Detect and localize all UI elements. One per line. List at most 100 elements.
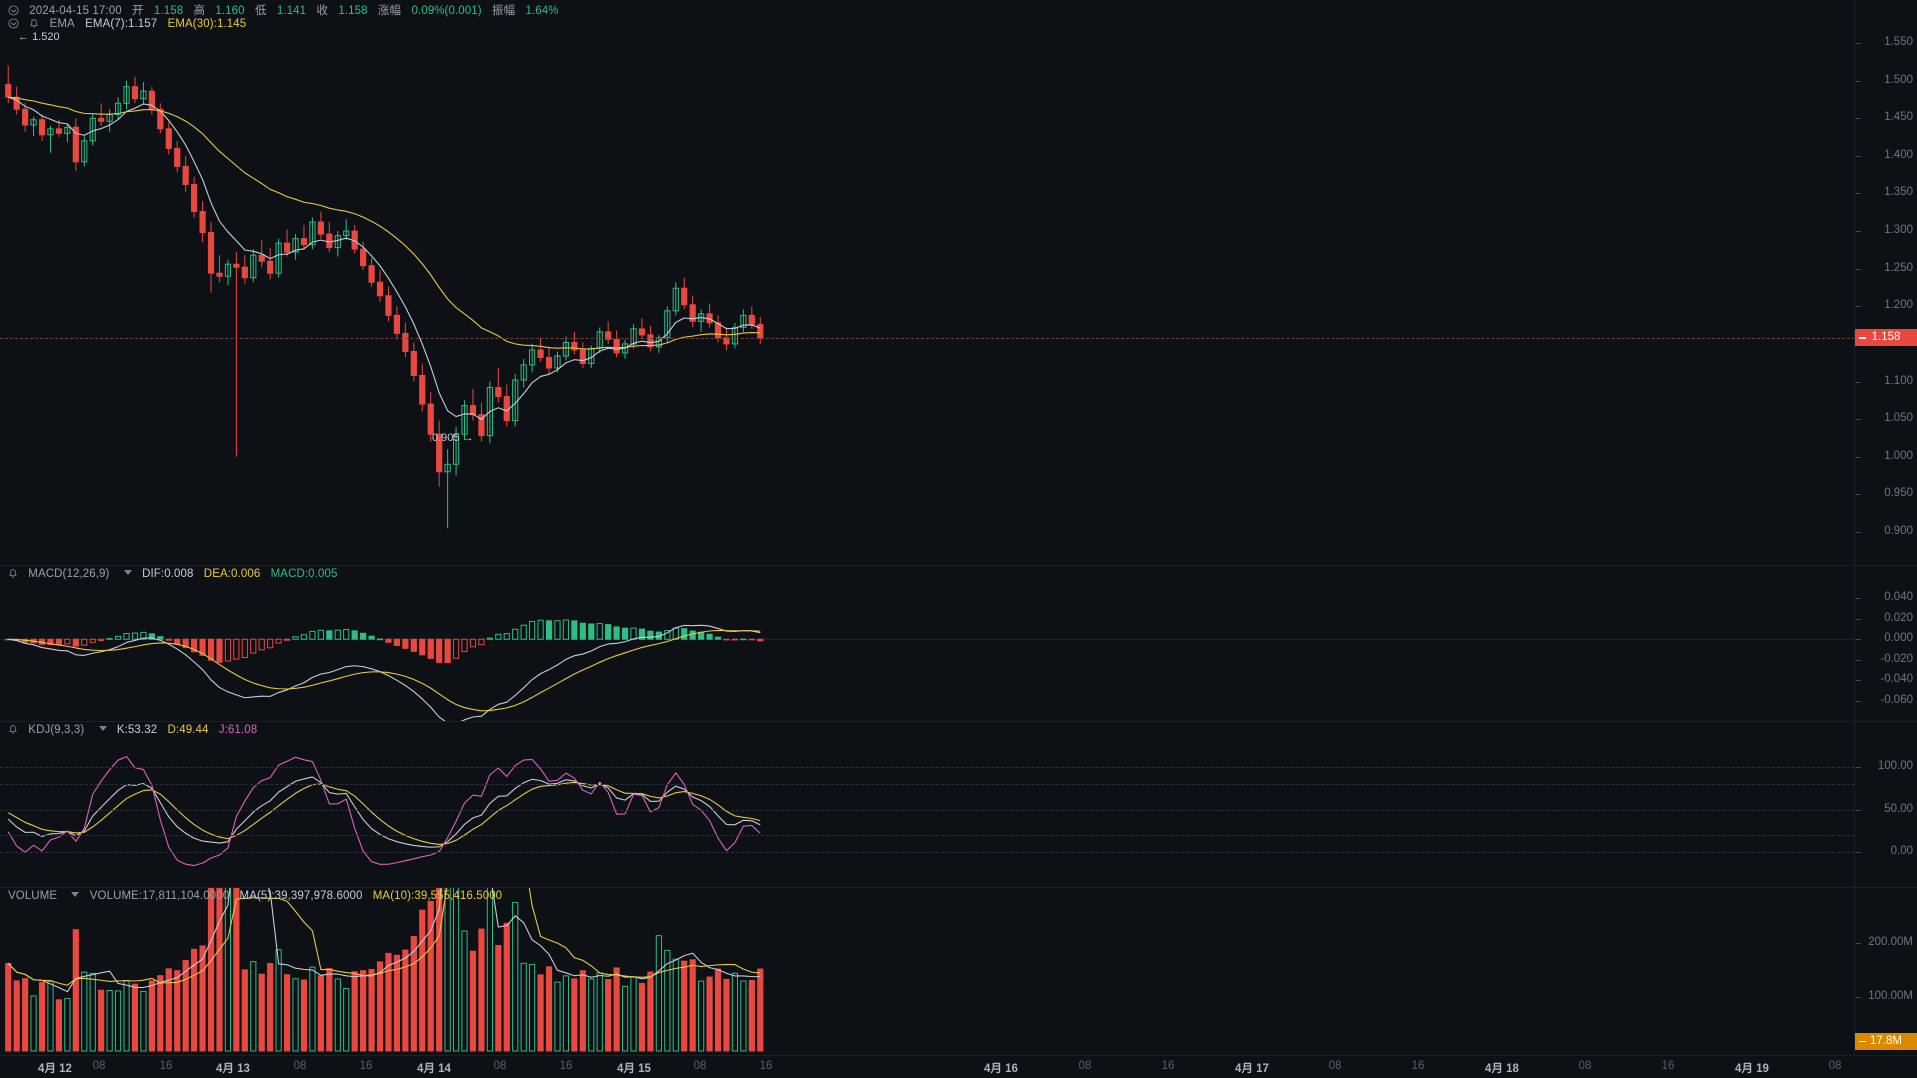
low-price-marker: 0.905 →	[432, 432, 474, 444]
axis-tick-label: 0.020	[1884, 611, 1913, 624]
ema7-value: EMA(7):1.157	[85, 18, 158, 30]
ohlc-change-value: 0.09%(0.001)	[411, 5, 482, 17]
axis-tickmark	[1856, 618, 1861, 620]
time-axis-tick-label: 16	[159, 1060, 173, 1072]
volume-legend: VOLUME VOLUME:17,811,104.0000 MA(5):39,3…	[8, 890, 509, 902]
panel-separator-kdj	[0, 721, 1917, 722]
volume-axis-tickmark	[1856, 942, 1861, 944]
eye-toggle-icon[interactable]	[8, 5, 19, 16]
current-volume-badge: 17.8M	[1855, 1032, 1917, 1050]
kdj-legend: KDJ(9,3,3) K:53.32 D:49.44 J:61.08	[8, 724, 264, 736]
price-axis-tickmark	[1856, 80, 1861, 82]
axis-tickmark	[1856, 639, 1861, 641]
high-price-marker: ← 1.520	[18, 31, 60, 43]
price-axis-tickmark	[1856, 193, 1861, 195]
ohlc-change-label: 涨幅	[377, 5, 402, 17]
chevron-down-icon-macd[interactable]	[123, 570, 132, 575]
price-axis-tickmark	[1856, 419, 1861, 421]
price-axis-tick-label: 1.400	[1884, 148, 1913, 161]
price-axis-tick-label: 0.900	[1884, 524, 1913, 537]
time-axis-tick-label: 08	[1828, 1060, 1842, 1072]
ohlc-high-value: 1.160	[215, 5, 245, 17]
axis-tick-label: 0.00	[1890, 844, 1913, 857]
price-axis-tick-label: 1.200	[1884, 299, 1913, 312]
axis-tickmark	[1856, 767, 1861, 769]
chevron-down-icon-kdj[interactable]	[98, 726, 107, 731]
bell-icon-kdj[interactable]	[8, 724, 18, 735]
axis-tickmark	[1856, 809, 1861, 811]
macd-dea-value: DEA:0.006	[203, 568, 261, 580]
macd-indicator-name[interactable]: MACD(12,26,9)	[28, 568, 110, 580]
volume-plot-area[interactable]	[0, 888, 1855, 1055]
kdj-reference-line	[0, 767, 1855, 769]
price-plot-area[interactable]	[0, 0, 1855, 565]
volume-axis-tick-label: 200.00M	[1868, 935, 1913, 948]
price-axis[interactable]: 1.550 1.500 1.450 1.400 1.350 1.300 1.250 1.200…	[1854, 0, 1917, 565]
ohlc-datetime: 2024-04-15 17:00	[29, 5, 122, 17]
ohlc-low-value: 1.141	[276, 5, 307, 17]
volume-ma10-value: MA(10):39,555,416.5000	[372, 890, 503, 902]
eye-toggle-icon-ema[interactable]	[8, 18, 19, 29]
macd-panel: MACD(12,26,9) DIF:0.008 DEA:0.006 MACD:0…	[0, 566, 1917, 721]
kdj-axis[interactable]: 100.00 50.00 0.00	[1854, 722, 1917, 887]
bell-icon-ema[interactable]	[29, 18, 39, 29]
ohlc-low-label: 低	[254, 5, 267, 17]
panel-separator-macd	[0, 565, 1917, 566]
price-axis-tickmark	[1856, 494, 1861, 496]
time-axis-tick-label: 4月 15	[617, 1063, 651, 1075]
kdj-reference-line	[0, 834, 1855, 836]
macd-plot-area[interactable]	[0, 566, 1855, 721]
kdj-indicator-name[interactable]: KDJ(9,3,3)	[28, 724, 85, 736]
time-axis[interactable]: 4月 12 08 16 4月 13 08 16 4月 14 08 16 4月 15 08 16 4月 1…	[0, 1055, 1917, 1078]
kdj-j-value: J:61.08	[218, 724, 258, 736]
time-axis-tick-label: 4月 19	[1735, 1063, 1769, 1075]
ohlc-open-value: 1.158	[153, 5, 184, 17]
price-axis-tick-label: 1.350	[1884, 186, 1913, 199]
axis-tickmark	[1856, 851, 1861, 853]
ema-legend: EMA EMA(7):1.157 EMA(30):1.145	[8, 18, 253, 30]
ohlc-close-value: 1.158	[338, 5, 368, 17]
time-axis-tick-label: 4月 17	[1235, 1063, 1269, 1075]
price-axis-tickmark	[1856, 456, 1861, 458]
price-axis-tickmark	[1856, 118, 1861, 120]
time-axis-tick-label: 4月 18	[1485, 1063, 1519, 1075]
macd-dif-value: DIF:0.008	[142, 568, 194, 580]
kdj-panel: KDJ(9,3,3) K:53.32 D:49.44 J:61.08 100.0…	[0, 722, 1917, 887]
price-axis-tickmark	[1856, 268, 1861, 270]
time-axis-tick-label: 08	[493, 1060, 507, 1072]
kdj-reference-line	[0, 809, 1855, 811]
axis-tick-label: 100.00	[1877, 760, 1913, 773]
ohlc-open-label: 开	[132, 5, 144, 17]
macd-macd-value: MACD:0.005	[270, 568, 338, 580]
price-axis-tickmark	[1856, 231, 1861, 233]
time-axis-tick-label: 4月 12	[38, 1063, 72, 1075]
volume-axis[interactable]: 200.00M 100.00M	[1854, 888, 1917, 1055]
time-axis-tick-label: 16	[1661, 1060, 1675, 1072]
axis-tick-label: 0.000	[1884, 632, 1913, 645]
bell-icon-macd[interactable]	[8, 568, 18, 579]
volume-indicator-name[interactable]: VOLUME	[8, 890, 58, 902]
axis-tick-label: 0.040	[1884, 591, 1913, 604]
chevron-down-icon-volume[interactable]	[71, 892, 80, 897]
price-axis-tickmark	[1856, 155, 1861, 157]
price-axis-tick-label: 1.050	[1884, 412, 1913, 425]
kdj-plot-area[interactable]	[0, 722, 1855, 887]
time-axis-tick-label: 16	[1411, 1060, 1425, 1072]
kdj-k-value: K:53.32	[116, 724, 158, 736]
axis-tick-label: -0.040	[1880, 673, 1913, 686]
price-axis-tick-label: 1.550	[1884, 36, 1913, 49]
volume-value: VOLUME:17,811,104.0000	[89, 890, 230, 902]
axis-tickmark	[1856, 659, 1861, 661]
panel-separator-volume	[0, 887, 1917, 888]
ema30-value: EMA(30):1.145	[167, 18, 247, 30]
price-axis-tick-label: 1.500	[1884, 73, 1913, 86]
price-axis-tickmark	[1856, 43, 1861, 45]
price-axis-tick-label: 1.450	[1884, 111, 1913, 124]
macd-axis[interactable]: 0.040 0.020 0.000 -0.020 -0.040 -0.060	[1854, 566, 1917, 721]
volume-ma5-value: MA(5):39,397,978.6000	[239, 890, 363, 902]
time-axis-tick-label: 08	[1328, 1060, 1342, 1072]
time-axis-tick-label: 4月 13	[216, 1063, 250, 1075]
ohlc-close-label: 收	[316, 5, 329, 17]
price-axis-tick-label: 0.950	[1884, 487, 1913, 500]
